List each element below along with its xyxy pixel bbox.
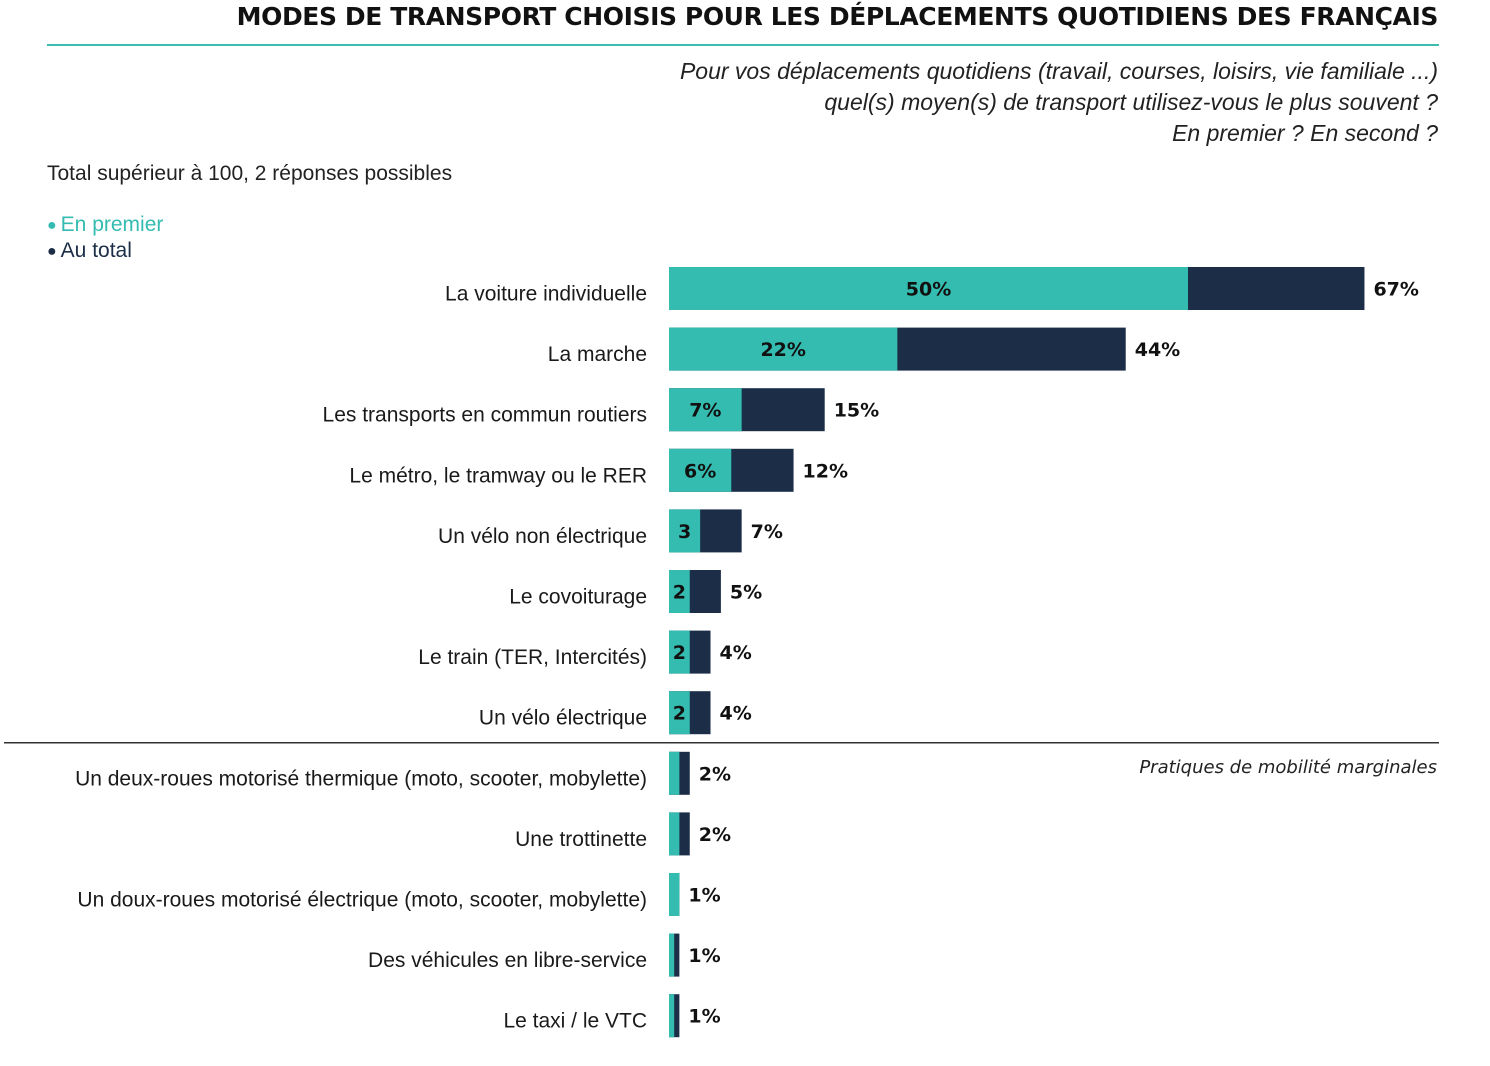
data-label-total: 2% (699, 763, 731, 785)
category-label: La voiture individuelle (445, 283, 647, 306)
separator-label: Pratiques de mobilité marginales (1139, 757, 1437, 778)
data-label-total: 5% (730, 582, 762, 604)
bar-first (669, 267, 1188, 310)
category-label: Une trottinette (515, 828, 647, 851)
data-label-first: 22% (760, 339, 805, 361)
legend-label-total: Au total (60, 239, 132, 262)
category-label: Un doux-roues motorisé électrique (moto,… (77, 889, 647, 912)
question-line-3: En premier ? En second ? (1172, 120, 1438, 146)
category-label: Le train (TER, Intercités) (418, 646, 647, 669)
bar-first (669, 873, 680, 916)
data-label-total: 44% (1135, 339, 1180, 361)
data-label-total: 12% (803, 460, 848, 482)
data-label-total: 2% (699, 824, 731, 846)
category-label: Des véhicules en libre-service (368, 949, 647, 972)
data-label-total: 7% (751, 521, 783, 543)
question-line-2: quel(s) moyen(s) de transport utilisez-v… (824, 89, 1438, 115)
legend-item-total: ● Au total (47, 238, 163, 264)
data-label-first: 7% (689, 400, 721, 422)
title-rule (47, 44, 1439, 46)
category-label: Un deux-roues motorisé thermique (moto, … (75, 767, 647, 790)
bar-first (669, 691, 690, 735)
bar-first (669, 327, 898, 371)
bar-first (669, 994, 675, 1038)
data-label-total: 67% (1373, 279, 1418, 301)
data-label-first: 50% (906, 279, 951, 301)
category-label: Un vélo non électrique (438, 525, 647, 548)
data-label-total: 4% (720, 703, 752, 725)
category-label: La marche (548, 343, 647, 366)
data-label-total: 1% (688, 1006, 720, 1028)
question-line-1: Pour vos déplacements quotidiens (travai… (679, 58, 1438, 84)
chart-title: MODES DE TRANSPORT CHOISIS POUR LES DÉPL… (236, 2, 1439, 31)
chart-note: Total supérieur à 100, 2 réponses possib… (47, 162, 453, 185)
category-label: Les transports en commun routiers (323, 404, 647, 427)
legend-dot-icon: ● (47, 217, 57, 234)
data-label-first: 2 (673, 582, 686, 604)
data-label-first: 2 (673, 703, 686, 725)
category-label: Le covoiturage (509, 586, 647, 609)
category-label: Le taxi / le VTC (503, 1010, 647, 1033)
bar-first (669, 933, 675, 977)
data-label-total: 15% (834, 400, 879, 422)
data-label-total: 4% (720, 642, 752, 664)
survey-question: Pour vos déplacements quotidiens (travai… (680, 56, 1438, 149)
category-label: Un vélo électrique (479, 707, 647, 730)
data-label-first: 6% (684, 460, 716, 482)
legend-item-first: ● En premier (47, 212, 163, 238)
bar-first (669, 509, 701, 553)
data-label-total: 1% (688, 885, 720, 907)
data-label-first: 3 (678, 521, 691, 543)
bar-first (669, 630, 690, 674)
bar-first (669, 812, 680, 856)
legend-dot-icon: ● (47, 243, 57, 260)
data-label-first: 2 (673, 642, 686, 664)
bar-first (669, 570, 690, 613)
category-label: Le métro, le tramway ou le RER (349, 464, 647, 487)
legend-label-first: En premier (60, 213, 164, 236)
bar-first (669, 388, 742, 432)
bar-first (669, 448, 732, 492)
legend: ● En premier ● Au total (47, 212, 163, 264)
bar-first (669, 751, 680, 795)
data-label-total: 1% (688, 945, 720, 967)
